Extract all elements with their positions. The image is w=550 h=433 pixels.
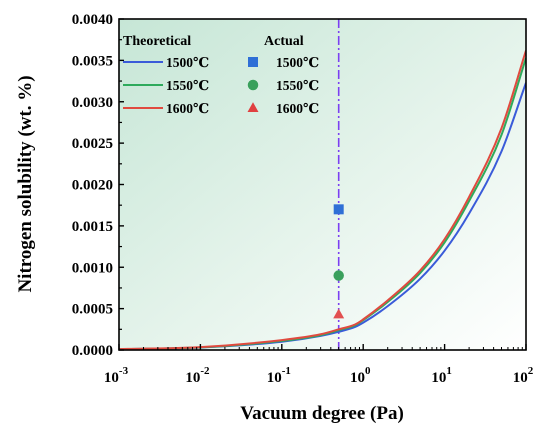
legend-label-actual: 1600℃ [276, 101, 319, 116]
plot-content [119, 19, 526, 350]
y-axis-label: Nitrogen solubility (wt. %) [15, 75, 36, 292]
x-tick-label: 10-3 [104, 365, 129, 386]
x-tick-label: 10-1 [267, 365, 291, 386]
x-tick-exponent: -3 [119, 365, 129, 377]
actual-markers [333, 204, 345, 319]
y-axis: 0.0000 0.0005 0.0010 0.0015 0.0020 0.0025 0.00… [72, 12, 124, 359]
legend-label-theoretical: 1500℃ [166, 55, 209, 70]
actual-point-1550 [333, 270, 344, 281]
x-tick-exponent: -1 [282, 365, 291, 377]
legend-label-actual: 1500℃ [276, 55, 319, 70]
x-tick-exponent: -2 [200, 365, 210, 377]
x-tick-label: 10-2 [185, 365, 210, 386]
y-tick-label: 0.0025 [72, 136, 113, 152]
x-tick-label: 102 [513, 365, 534, 386]
x-tick-exponent: 0 [365, 365, 371, 377]
legend: Theoretical Actual 1500℃ 1550℃ 1600℃ 1500℃ 1… [123, 34, 319, 116]
y-tick-label: 0.0015 [72, 219, 113, 235]
theoretical-line-1600 [119, 50, 526, 350]
y-tick-label: 0.0000 [72, 343, 113, 359]
legend-header-theoretical: Theoretical [123, 34, 191, 49]
actual-point-1600 [333, 308, 345, 319]
y-tick-label: 0.0030 [72, 95, 113, 111]
legend-header-actual: Actual [264, 34, 304, 49]
x-axis-label: Vacuum degree (Pa) [240, 403, 404, 424]
y-tick-label: 0.0040 [72, 12, 113, 28]
legend-marker-1500 [248, 57, 258, 67]
y-tick-label: 0.0010 [72, 260, 113, 276]
x-tick-exponent: 2 [528, 365, 534, 377]
legend-marker-1550 [247, 79, 259, 91]
x-tick-label: 101 [431, 365, 452, 386]
legend-label-theoretical: 1600℃ [166, 101, 209, 116]
y-tick-label: 0.0020 [72, 178, 113, 194]
x-tick-exponent: 1 [446, 365, 452, 377]
legend-marker-1600 [247, 102, 259, 112]
theoretical-curves [119, 50, 526, 350]
x-tick-label: 100 [350, 365, 371, 386]
plot-area-background [119, 19, 526, 350]
legend-label-actual: 1550℃ [276, 78, 319, 93]
legend-label-theoretical: 1550℃ [166, 78, 209, 93]
y-tick-label: 0.0005 [72, 302, 113, 318]
y-tick-label: 0.0035 [72, 53, 113, 69]
actual-point-1500 [333, 204, 344, 215]
